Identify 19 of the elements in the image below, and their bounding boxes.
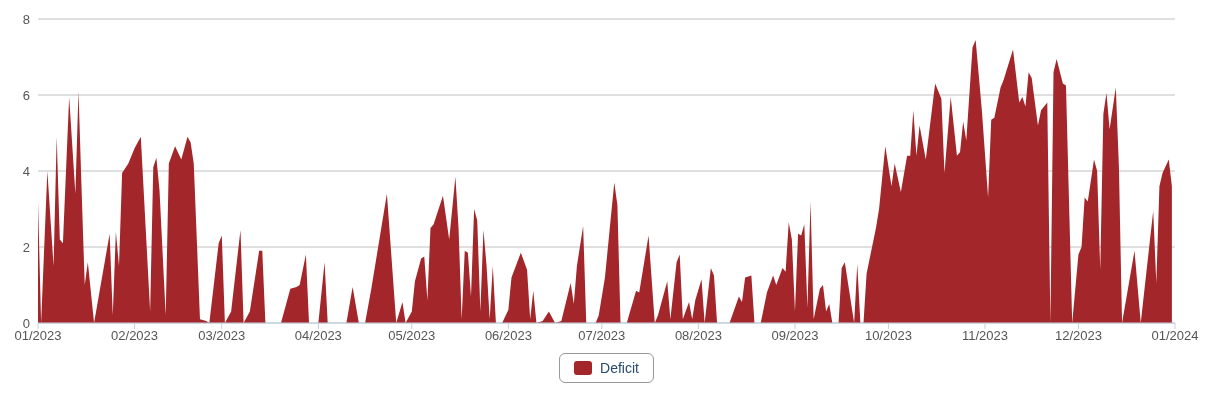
x-tick-label: 03/2023 bbox=[198, 328, 246, 344]
x-tick-label: 12/2023 bbox=[1054, 328, 1102, 344]
x-tick-label: 04/2023 bbox=[294, 328, 342, 344]
x-tick-label: 09/2023 bbox=[771, 328, 819, 344]
y-tick-label: 8 bbox=[22, 11, 30, 27]
y-tick-label: 4 bbox=[22, 163, 30, 179]
x-tick-label: 05/2023 bbox=[388, 328, 436, 344]
x-tick-label: 11/2023 bbox=[961, 328, 1008, 344]
x-tick-label: 01/2023 bbox=[14, 328, 62, 344]
x-tick-label: 07/2023 bbox=[578, 328, 626, 344]
y-tick-label: 0 bbox=[22, 315, 30, 331]
x-tick-label: 01/2024 bbox=[1151, 328, 1199, 344]
x-tick-label: 02/2023 bbox=[111, 328, 159, 344]
x-tick-label: 08/2023 bbox=[674, 328, 722, 344]
x-tick-label: 06/2023 bbox=[484, 328, 532, 344]
legend-label: Deficit bbox=[600, 360, 639, 376]
y-tick-label: 2 bbox=[22, 239, 30, 255]
x-tick-label: 10/2023 bbox=[864, 328, 912, 344]
y-tick-label: 6 bbox=[22, 87, 30, 103]
